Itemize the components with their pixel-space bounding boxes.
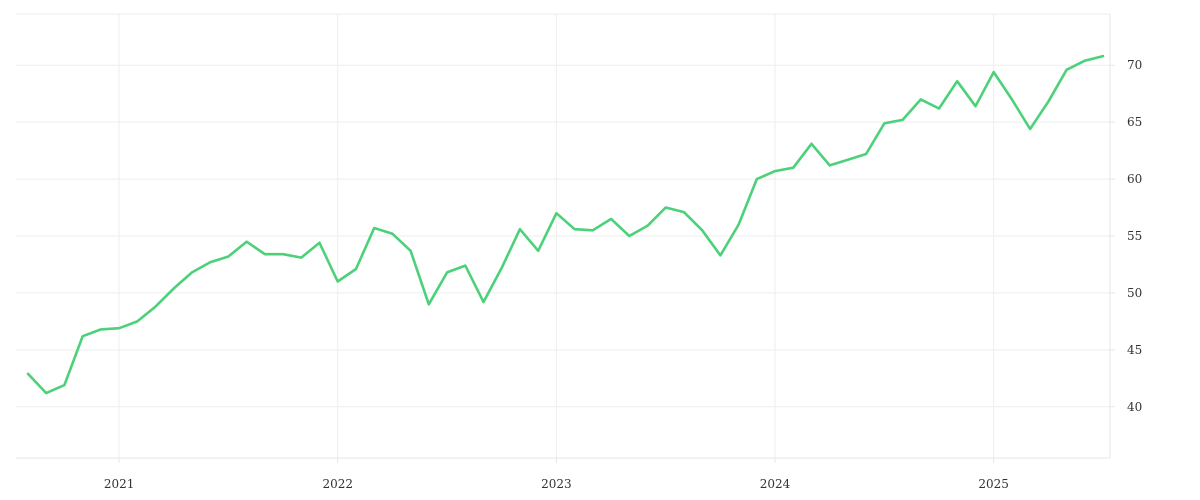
x-tick-label: 2025 [978,477,1009,491]
y-tick-label: 45 [1127,343,1142,357]
x-tick-label: 2023 [541,477,572,491]
series-line [26,54,1105,395]
x-tick-label: 2021 [104,477,135,491]
x-tick-label: 2022 [322,477,353,491]
axes [16,14,1115,463]
grid [16,13,1110,458]
y-tick-label: 40 [1127,400,1142,414]
y-tick-label: 60 [1127,172,1142,186]
tick-labels: 40 45 50 55 60 65 70 2021 2022 2023 2024 2025 [104,58,1142,491]
y-tick-label: 55 [1127,229,1142,243]
x-tick-label: 2024 [760,477,791,491]
series-layer [26,54,1105,395]
y-tick-label: 65 [1127,115,1142,129]
y-tick-label: 70 [1127,58,1142,72]
y-tick-label: 50 [1127,286,1142,300]
